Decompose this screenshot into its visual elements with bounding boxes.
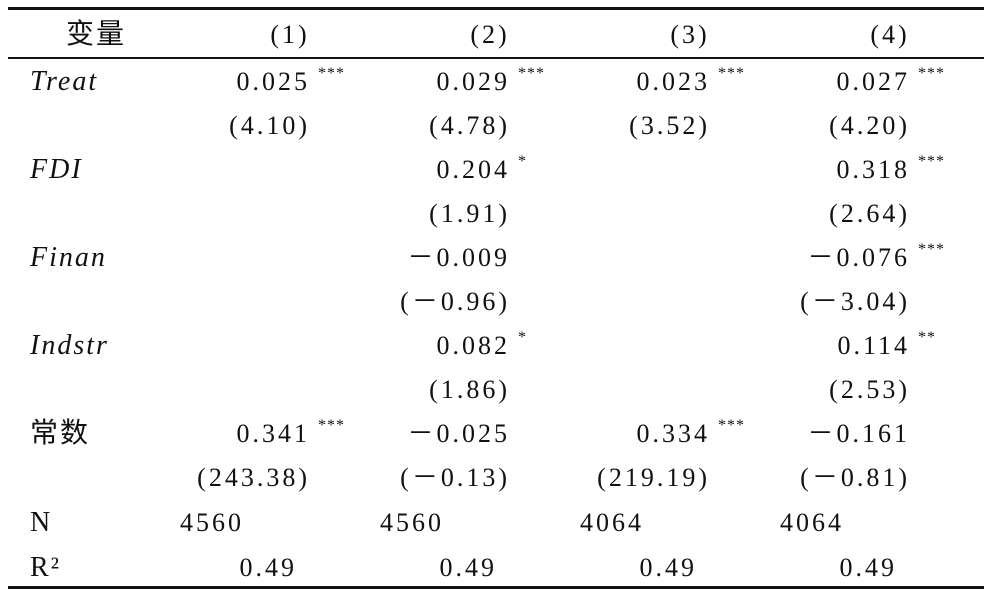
significance-stars: *** (318, 65, 345, 82)
coefficient: －0.025 (407, 419, 510, 448)
row-label: FDI (30, 154, 83, 185)
t-statistic: (219.19) (597, 463, 710, 492)
top-rule (8, 7, 984, 10)
t-statistic: (－0.81) (800, 463, 910, 492)
row-label: Treat (30, 66, 99, 97)
coefficient: 0.318 (836, 155, 910, 184)
t-statistic: (4.20) (829, 111, 910, 140)
stat-value: 0.49 (239, 553, 297, 582)
coefficient: 0.025 (236, 67, 310, 96)
significance-stars: * (518, 329, 527, 346)
coefficient: 0.023 (636, 67, 710, 96)
t-statistic: (－3.04) (800, 287, 910, 316)
stat-value: 0.49 (639, 553, 697, 582)
significance-stars: ** (918, 329, 936, 346)
coefficient: 0.029 (436, 67, 510, 96)
header-cell: (2) (470, 20, 510, 49)
t-statistic: (4.78) (429, 111, 510, 140)
header-rule (8, 57, 984, 59)
coefficient: 0.341 (236, 419, 310, 448)
bottom-rule (8, 586, 984, 589)
significance-stars: * (518, 153, 527, 170)
stat-value: 4560 (380, 508, 444, 537)
t-statistic: (－0.96) (400, 287, 510, 316)
stat-value: 4560 (180, 508, 244, 537)
coefficient: －0.009 (407, 243, 510, 272)
row-label: Indstr (30, 330, 109, 361)
t-statistic: (3.52) (629, 111, 710, 140)
coefficient: －0.076 (807, 243, 910, 272)
significance-stars: *** (318, 417, 345, 434)
t-statistic: (1.91) (429, 199, 510, 228)
t-statistic: (243.38) (197, 463, 310, 492)
stat-value: 0.49 (439, 553, 497, 582)
significance-stars: *** (718, 65, 745, 82)
t-statistic: (1.86) (429, 375, 510, 404)
significance-stars: *** (918, 241, 945, 258)
coefficient: 0.027 (836, 67, 910, 96)
header-cell: 变量 (66, 19, 127, 50)
row-label: R² (30, 552, 62, 583)
t-statistic: (2.53) (829, 375, 910, 404)
significance-stars: *** (518, 65, 545, 82)
stat-value: 0.49 (839, 553, 897, 582)
significance-stars: *** (918, 153, 945, 170)
row-label: Finan (30, 242, 107, 273)
row-label: N (30, 507, 53, 538)
coefficient: 0.334 (636, 419, 710, 448)
row-label: 常数 (30, 418, 91, 449)
stat-value: 4064 (780, 508, 844, 537)
header-cell: (4) (870, 20, 910, 49)
stat-value: 4064 (580, 508, 644, 537)
t-statistic: (－0.13) (400, 463, 510, 492)
significance-stars: *** (918, 65, 945, 82)
coefficient: －0.161 (807, 419, 910, 448)
t-statistic: (4.10) (229, 111, 310, 140)
header-cell: (1) (270, 20, 310, 49)
coefficient: 0.082 (436, 331, 510, 360)
coefficient: 0.204 (436, 155, 510, 184)
t-statistic: (2.64) (829, 199, 910, 228)
header-cell: (3) (670, 20, 710, 49)
significance-stars: *** (718, 417, 745, 434)
coefficient: 0.114 (837, 331, 910, 360)
